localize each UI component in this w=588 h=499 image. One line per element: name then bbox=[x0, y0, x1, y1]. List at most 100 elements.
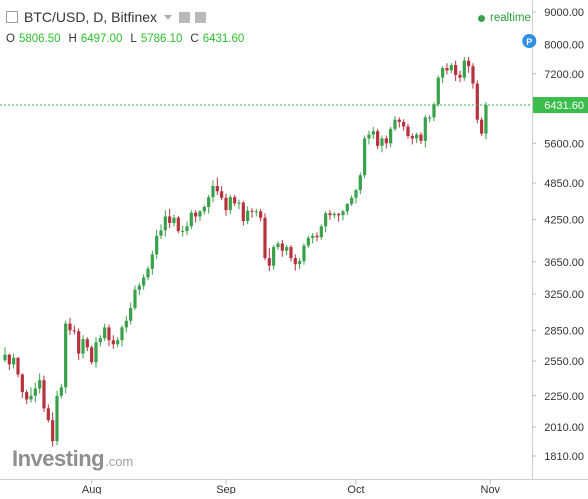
candle-body bbox=[475, 83, 479, 120]
price-tick-label: 2250.00 bbox=[544, 391, 584, 403]
chart-header: BTC/USD, D, Bitfinex bbox=[6, 8, 207, 26]
candle-body bbox=[285, 247, 289, 251]
candle-body bbox=[480, 119, 484, 134]
candle-body bbox=[176, 217, 180, 232]
candle-body bbox=[402, 121, 406, 127]
marker-label: P bbox=[526, 37, 532, 47]
candle-body bbox=[25, 392, 29, 400]
close-value: 6431.60 bbox=[202, 33, 245, 45]
candle-body bbox=[280, 243, 284, 251]
candle-body bbox=[228, 197, 232, 211]
candle-body bbox=[324, 213, 328, 227]
realtime-label: realtime bbox=[490, 12, 531, 24]
candle-body bbox=[393, 119, 397, 129]
candle-body bbox=[371, 131, 375, 135]
candle-body bbox=[107, 327, 111, 341]
settings-icon[interactable] bbox=[179, 11, 191, 23]
candle-body bbox=[363, 138, 367, 176]
ohlc-legend: O 5806.50 H 6497.00 L 5786.10 C 6431.60 bbox=[6, 33, 248, 45]
candle-body bbox=[454, 65, 458, 75]
gear-icon[interactable] bbox=[195, 11, 207, 23]
candle-body bbox=[328, 213, 332, 216]
candle-body bbox=[111, 340, 115, 345]
open-value: 5806.50 bbox=[18, 33, 61, 45]
marker-bubble bbox=[522, 33, 537, 48]
chevron-down-icon[interactable] bbox=[164, 14, 173, 20]
open-label: O bbox=[6, 33, 15, 45]
candle-body bbox=[298, 261, 302, 265]
candle-body bbox=[51, 420, 55, 442]
candle-body bbox=[467, 60, 471, 67]
candle-body bbox=[449, 65, 453, 71]
candle-body bbox=[458, 74, 462, 78]
close-label: C bbox=[190, 33, 199, 45]
candle-body bbox=[241, 202, 245, 222]
candle-body bbox=[94, 342, 98, 363]
candle-body bbox=[77, 331, 81, 354]
candle-body bbox=[7, 354, 11, 365]
candle-body bbox=[215, 186, 219, 192]
candle-body bbox=[181, 231, 185, 233]
investing-logo: Investing .com bbox=[12, 446, 133, 472]
candle-body bbox=[306, 237, 310, 246]
candle-body bbox=[380, 138, 384, 146]
price-tick-label: 2550.00 bbox=[544, 356, 584, 368]
candle-body bbox=[337, 213, 341, 216]
high-label: H bbox=[68, 33, 77, 45]
candle-body bbox=[246, 210, 250, 222]
candle-body bbox=[120, 327, 124, 341]
price-tick-label: 7200.00 bbox=[544, 69, 584, 81]
realtime-indicator: realtime bbox=[478, 12, 531, 24]
candle-body bbox=[397, 119, 401, 122]
price-tick-label: 2850.00 bbox=[544, 325, 584, 337]
candle-body bbox=[376, 131, 380, 146]
candle-body bbox=[293, 258, 297, 265]
candle-body bbox=[432, 104, 436, 118]
instrument-title: BTC/USD, D, Bitfinex bbox=[24, 9, 158, 25]
candle-body bbox=[46, 408, 50, 421]
candle-body bbox=[406, 126, 410, 137]
candle-body bbox=[81, 339, 85, 354]
candle-body bbox=[410, 136, 414, 139]
candle-body bbox=[59, 387, 63, 396]
candle-body bbox=[415, 134, 419, 139]
time-axis: Aug Sep Oct Nov bbox=[82, 479, 501, 496]
high-value: 6497.00 bbox=[80, 33, 123, 45]
candle-body bbox=[211, 186, 215, 198]
price-tick-label: 9000.00 bbox=[544, 7, 584, 19]
collapse-toggle[interactable] bbox=[6, 11, 18, 23]
candle-body bbox=[358, 175, 362, 191]
candle-body bbox=[38, 380, 42, 389]
logo-main-text: Investing bbox=[12, 446, 105, 471]
candle-body bbox=[29, 395, 33, 400]
candle-body bbox=[445, 68, 449, 71]
low-label: L bbox=[130, 33, 137, 45]
candle-body bbox=[189, 212, 193, 227]
candle-body bbox=[20, 374, 24, 393]
candle-body bbox=[98, 338, 102, 343]
price-tick-label: 3650.00 bbox=[544, 257, 584, 269]
candle-body bbox=[137, 285, 141, 290]
candle-body bbox=[441, 68, 445, 78]
candle-body bbox=[250, 210, 254, 212]
candle-body bbox=[220, 191, 224, 198]
candle-body bbox=[471, 66, 475, 84]
candle-body bbox=[159, 230, 163, 236]
candle-body bbox=[436, 77, 440, 105]
candle-body bbox=[3, 354, 7, 361]
candle-body bbox=[462, 60, 466, 78]
candle-body bbox=[311, 235, 315, 238]
candle-body bbox=[194, 212, 198, 217]
candle-body bbox=[202, 206, 206, 212]
candle-body bbox=[367, 134, 371, 139]
candle-body bbox=[133, 289, 137, 308]
candle-body bbox=[341, 211, 345, 216]
price-tick-label: 5600.00 bbox=[544, 138, 584, 150]
candle-body bbox=[198, 211, 202, 217]
candle-body bbox=[129, 307, 133, 321]
candle-body bbox=[146, 268, 150, 278]
candle-body bbox=[315, 235, 319, 238]
candle-body bbox=[72, 330, 76, 332]
candle-body bbox=[103, 327, 107, 339]
last-price-label: 6431.60 bbox=[544, 100, 584, 112]
